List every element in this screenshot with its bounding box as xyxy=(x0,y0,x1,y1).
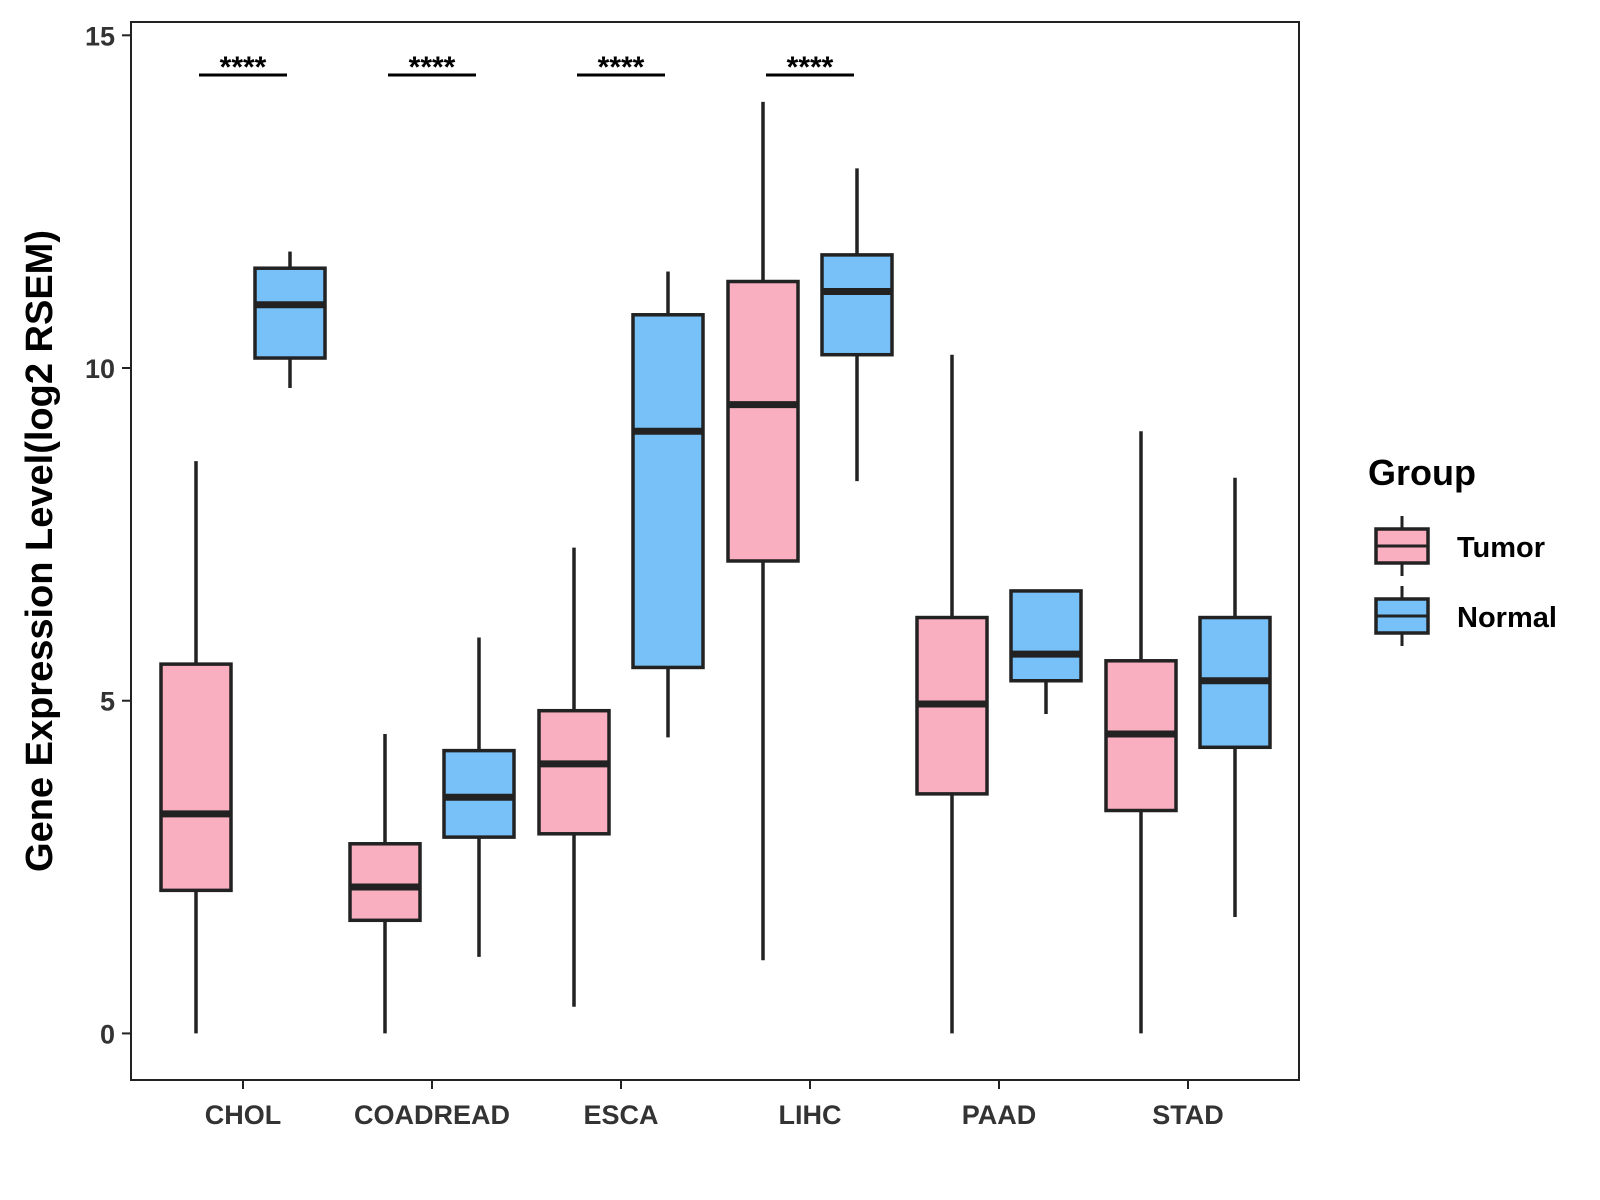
y-axis-title: Gene Expression Level(log2 RSEM) xyxy=(19,230,61,872)
y-axis: 0 5 10 15 xyxy=(85,21,131,1049)
legend-item-tumor: Tumor xyxy=(1374,516,1545,576)
box-body xyxy=(1009,589,1083,683)
box-body xyxy=(253,266,327,360)
significance-label: **** xyxy=(787,51,834,84)
box-body xyxy=(820,253,894,357)
y-tick-label: 0 xyxy=(100,1019,115,1049)
x-tick-label: ESCA xyxy=(583,1100,658,1130)
x-tick-label: COADREAD xyxy=(354,1100,510,1130)
box-series xyxy=(159,101,1272,1034)
box-tumor-paad xyxy=(915,354,989,1034)
plot-panel xyxy=(130,21,1300,1081)
x-tick-label: PAAD xyxy=(962,1100,1037,1130)
box-normal-lihc xyxy=(820,168,894,482)
box-normal-stad xyxy=(1198,477,1272,917)
x-tick-label: CHOL xyxy=(205,1100,282,1130)
box-tumor-chol xyxy=(159,461,233,1034)
box-tumor-lihc xyxy=(726,101,800,961)
box-body xyxy=(631,313,705,670)
y-tick-label: 15 xyxy=(85,21,115,51)
box-body xyxy=(726,279,800,563)
significance-label: **** xyxy=(220,51,267,84)
legend-label: Normal xyxy=(1457,602,1557,634)
legend-title: Group xyxy=(1368,452,1476,493)
box-normal-paad xyxy=(1009,589,1083,715)
y-tick-label: 5 xyxy=(100,687,115,717)
box-tumor-coadread xyxy=(348,733,422,1034)
significance-label: **** xyxy=(598,51,645,84)
legend-item-normal: Normal xyxy=(1374,586,1557,646)
box-body xyxy=(348,842,422,923)
box-tumor-esca xyxy=(537,547,611,1007)
significance-annotations: **** **** **** **** xyxy=(199,51,854,84)
x-tick-label: STAD xyxy=(1152,1100,1224,1130)
box-body xyxy=(537,708,611,836)
box-tumor-stad xyxy=(1104,431,1178,1034)
box-normal-esca xyxy=(631,271,705,738)
box-normal-chol xyxy=(253,251,327,388)
box-normal-coadread xyxy=(442,637,516,957)
x-tick-label: LIHC xyxy=(779,1100,842,1130)
box-body xyxy=(159,662,233,893)
y-tick-label: 10 xyxy=(85,354,115,384)
legend: Group Tumor Normal xyxy=(1368,452,1557,646)
x-axis: CHOL COADREAD ESCA LIHC PAAD STAD xyxy=(205,1080,1224,1130)
significance-label: **** xyxy=(409,51,456,84)
legend-label: Tumor xyxy=(1457,532,1545,564)
